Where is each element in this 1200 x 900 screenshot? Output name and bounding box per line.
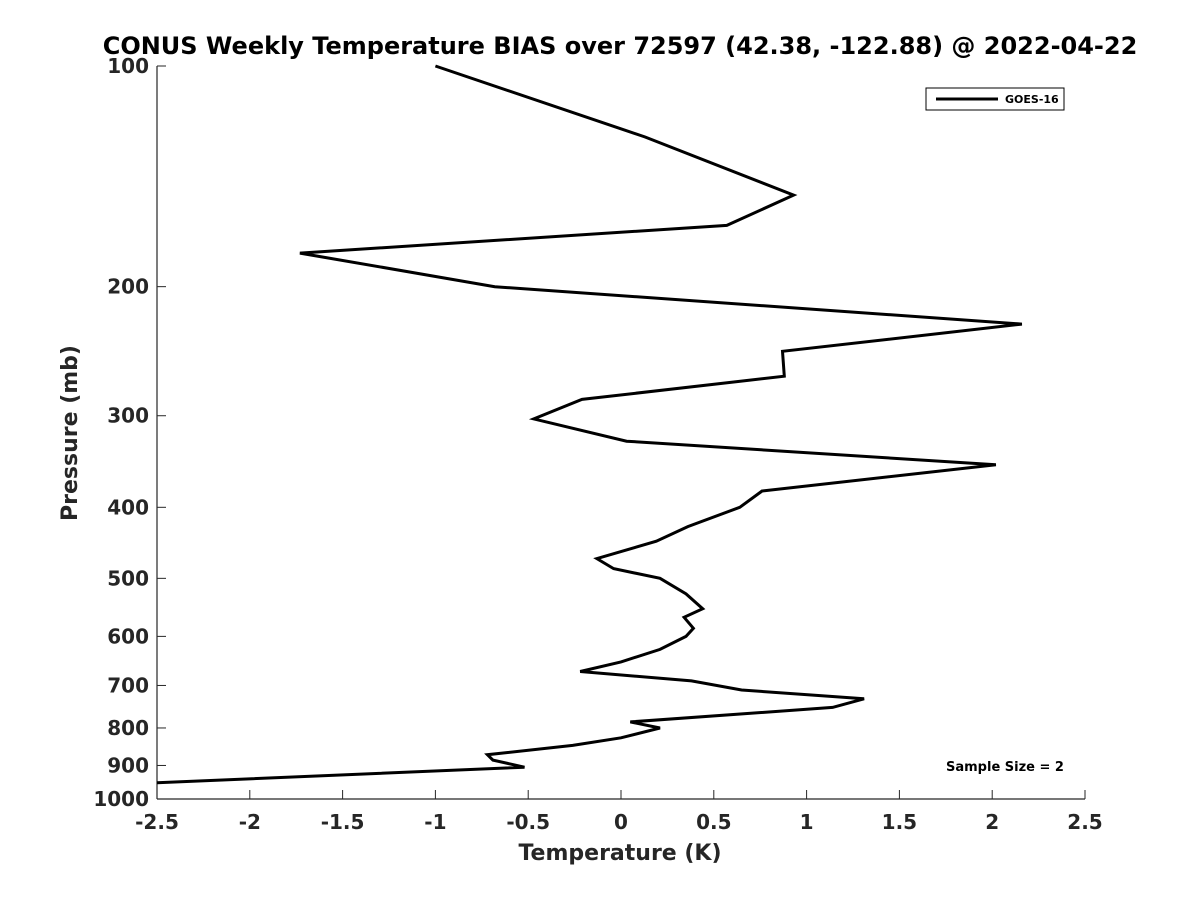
x-tick-label: 1 — [800, 810, 814, 834]
axes — [156, 65, 1086, 800]
chart-title: CONUS Weekly Temperature BIAS over 72597… — [103, 32, 1138, 60]
x-tick-label: 1.5 — [882, 810, 917, 834]
y-tick-label: 100 — [107, 54, 149, 78]
y-tick-label: 800 — [107, 716, 149, 740]
plot-area — [156, 64, 1023, 785]
x-tick-label: -1 — [424, 810, 446, 834]
x-tick-label: -2.5 — [135, 810, 179, 834]
x-tick-label: -2 — [239, 810, 261, 834]
y-tick-label: 300 — [107, 404, 149, 428]
y-tick-label: 900 — [107, 753, 149, 777]
series-line-goes-16 — [156, 64, 1023, 785]
x-axis-label: Temperature (K) — [518, 841, 721, 866]
x-tick-label: 2.5 — [1067, 810, 1102, 834]
legend-label-goes-16: GOES-16 — [1005, 93, 1059, 106]
y-tick-label: 400 — [107, 495, 149, 519]
y-tick-label: 500 — [107, 566, 149, 590]
y-tick-label: 700 — [107, 673, 149, 697]
tick-labels: -2.5 -2 -1.5 -1 -0.5 0 0.5 1 1.5 2 2.5 100 200 300 400… — [93, 54, 1102, 834]
x-tick-label: 0 — [614, 810, 628, 834]
x-tick-label: -1.5 — [321, 810, 365, 834]
x-tick-label: -0.5 — [506, 810, 550, 834]
y-tick-label: 600 — [107, 624, 149, 648]
y-tick-label: 1000 — [93, 787, 149, 811]
x-tick-label: 0.5 — [696, 810, 731, 834]
y-axis-label: Pressure (mb) — [58, 345, 83, 521]
x-tick-label: 2 — [985, 810, 999, 834]
legend: GOES-16 — [925, 87, 1065, 111]
sample-size-annotation: Sample Size = 2 — [946, 760, 1064, 775]
y-tick-label: 200 — [107, 275, 149, 299]
